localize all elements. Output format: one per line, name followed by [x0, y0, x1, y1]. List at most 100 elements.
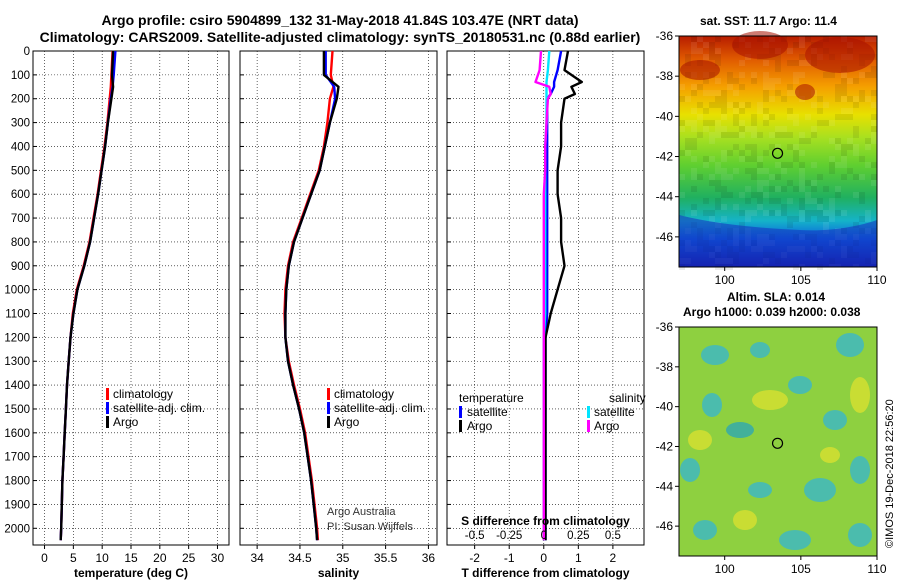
sst-cell — [829, 72, 835, 78]
sst-cell — [709, 210, 715, 216]
sst-cell — [787, 222, 793, 228]
sst-cell — [757, 132, 763, 138]
sla-map-subtitle: Argo h1000: 0.039 h2000: 0.038 — [683, 305, 861, 319]
sst-cell — [739, 84, 745, 90]
map-tick-label-lon-100: 100 — [715, 273, 735, 287]
legend-t-label-0: satellite — [467, 405, 508, 419]
sst-cell — [799, 198, 805, 204]
sst-cell — [727, 192, 733, 198]
argo-float-marker — [771, 147, 784, 159]
sst-cell — [745, 102, 751, 108]
sst-cell — [691, 186, 697, 192]
sst-cell — [751, 132, 757, 138]
sst-cell — [691, 138, 697, 144]
sst-cell — [769, 114, 775, 120]
sst-cell — [799, 54, 805, 60]
sst-cell — [817, 198, 823, 204]
sst-cell — [805, 114, 811, 120]
sst-cell — [709, 174, 715, 180]
sst-cell — [781, 168, 787, 174]
legend-swatch-1 — [327, 402, 330, 414]
sst-cell — [751, 192, 757, 198]
tick-label-x-10: 10 — [95, 551, 109, 565]
sst-cell — [841, 210, 847, 216]
sst-cell — [793, 60, 799, 66]
sst-cell — [745, 216, 751, 222]
sst-cell — [751, 210, 757, 216]
sst-cell — [763, 168, 769, 174]
sla-eddy — [848, 523, 872, 547]
sst-cell — [769, 84, 775, 90]
sst-cell — [787, 108, 793, 114]
sst-cell — [805, 192, 811, 198]
sst-cell — [847, 96, 853, 102]
axes-frame — [446, 50, 645, 546]
sst-cell — [781, 126, 787, 132]
tick-label-depth-0: 0 — [24, 46, 30, 58]
sst-cell — [805, 138, 811, 144]
salinity-profile-panel: 34 34.5 35 35.5 36 salinity climatologysatelli… — [239, 50, 438, 580]
sst-cell — [793, 78, 799, 84]
sst-cell — [811, 180, 817, 186]
sst-cell — [679, 84, 685, 90]
sst-cell — [703, 162, 709, 168]
sst-cell — [703, 54, 709, 60]
tick-label-x2--0.25: -0.25 — [496, 530, 522, 542]
sst-cell — [817, 204, 823, 210]
tick-label-x-5: 5 — [70, 551, 77, 565]
legend-swatch-0 — [327, 388, 330, 400]
sst-cell — [775, 186, 781, 192]
sst-cell — [733, 168, 739, 174]
sst-cell — [829, 168, 835, 174]
sst-cell — [841, 72, 847, 78]
sla-eddy — [752, 390, 788, 410]
sst-cell — [835, 84, 841, 90]
sst-cell — [709, 156, 715, 162]
sst-cell — [709, 42, 715, 48]
tick-label-depth-200: 200 — [11, 94, 30, 106]
sst-cell — [751, 144, 757, 150]
sst-cell — [763, 210, 769, 216]
sst-cell — [757, 156, 763, 162]
sst-cell — [781, 204, 787, 210]
tick-label-depth-1100: 1100 — [5, 309, 30, 321]
sst-cell — [775, 60, 781, 66]
sst-cell — [871, 132, 877, 138]
sst-cell — [835, 138, 841, 144]
sst-cell — [679, 192, 685, 198]
sst-cell — [781, 186, 787, 192]
sst-cell — [727, 72, 733, 78]
sst-cell — [865, 72, 871, 78]
chart-title-line2: Climatology: CARS2009. Satellite-adjuste… — [39, 29, 641, 45]
sst-cell — [751, 78, 757, 84]
sst-cell — [757, 162, 763, 168]
sst-cell — [835, 210, 841, 216]
sst-cell — [847, 144, 853, 150]
sst-cell — [817, 108, 823, 114]
sst-cell — [859, 96, 865, 102]
sst-cell — [721, 102, 727, 108]
sst-cell — [763, 114, 769, 120]
sst-cell — [703, 198, 709, 204]
sst-cell — [865, 36, 871, 42]
sst-cell — [727, 150, 733, 156]
sst-cell — [709, 54, 715, 60]
sst-cell — [763, 96, 769, 102]
sst-cell — [769, 210, 775, 216]
sst-cell — [829, 210, 835, 216]
sst-cell — [805, 180, 811, 186]
tick-label-depth-900: 900 — [11, 261, 30, 273]
sst-cell — [811, 210, 817, 216]
sla-map-title: Altim. SLA: 0.014 — [727, 290, 826, 304]
sla-eddy — [733, 510, 757, 530]
sst-cell — [769, 78, 775, 84]
sst-cell — [703, 156, 709, 162]
tick-label-depth-400: 400 — [11, 141, 30, 153]
sst-cell — [871, 90, 877, 96]
sst-cell — [697, 102, 703, 108]
sst-cell — [691, 204, 697, 210]
sst-cell — [841, 174, 847, 180]
credit-line-2: PI: Susan Wijffels — [327, 521, 413, 533]
sst-cell — [871, 126, 877, 132]
sst-cell — [823, 102, 829, 108]
